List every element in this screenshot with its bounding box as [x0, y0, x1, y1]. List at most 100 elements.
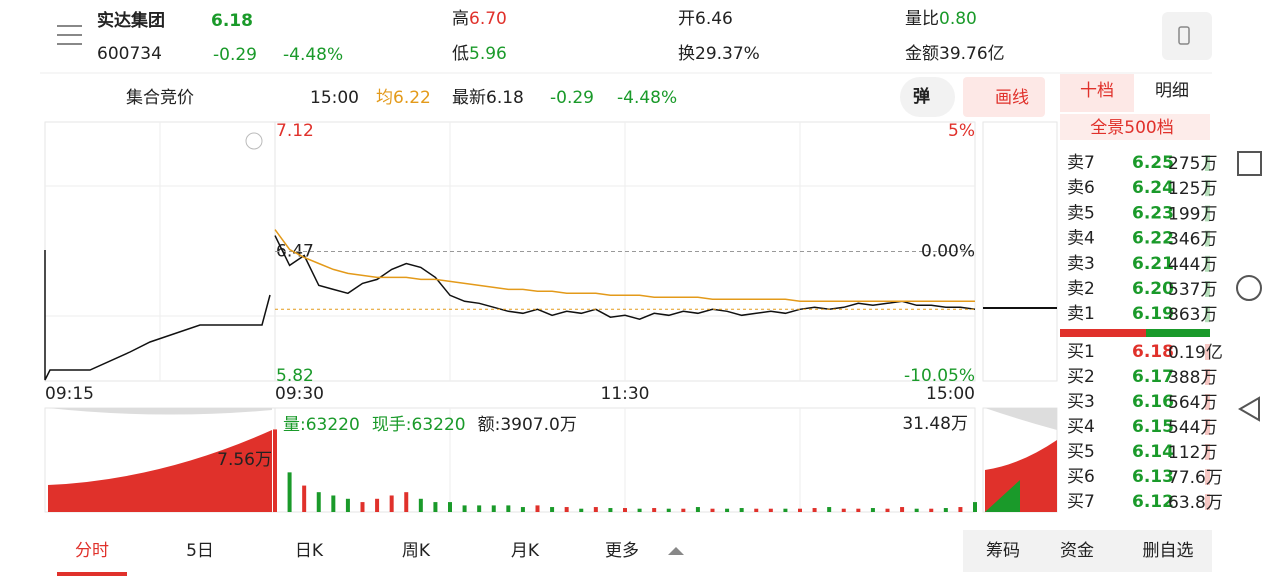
nav-recent[interactable]	[1237, 151, 1262, 176]
ob-bar	[1205, 444, 1210, 460]
stock-code: 600734	[97, 44, 162, 64]
volume-bar	[812, 508, 817, 512]
menu-icon[interactable]	[57, 25, 82, 45]
bottom-tab[interactable]: 分时	[75, 541, 109, 561]
ob-price: 6.16	[1132, 392, 1174, 412]
bottom-tab[interactable]: 月K	[511, 541, 540, 561]
x-tick-label: 09:15	[45, 384, 94, 404]
ob-price: 6.15	[1132, 417, 1174, 437]
volume-bar	[345, 498, 350, 512]
ob-label: 买6	[1067, 467, 1095, 487]
volume-bar	[462, 505, 467, 512]
avg: 均6.22	[376, 88, 431, 108]
tab-detail[interactable]: 明细	[1155, 81, 1189, 101]
ob-bar	[1205, 155, 1210, 171]
bottom-button[interactable]: 删自选	[1143, 541, 1194, 561]
bottom-tab[interactable]: 5日	[186, 541, 214, 561]
ob-bar	[1205, 469, 1210, 485]
device-button[interactable]	[1162, 12, 1212, 60]
ob-price: 6.14	[1132, 442, 1174, 462]
mode: 集合竞价	[126, 88, 194, 108]
ob-vol: 125万	[1168, 179, 1217, 199]
ob-bar	[1205, 255, 1210, 272]
volume-bar	[316, 492, 321, 512]
bottom-button[interactable]: 筹码	[986, 541, 1020, 561]
ob-bar	[1205, 369, 1210, 385]
y-tick-label: 5.82	[276, 366, 314, 386]
nav-home[interactable]	[1236, 275, 1262, 301]
bottom-button[interactable]: 资金	[1060, 541, 1094, 561]
volume-bar	[695, 507, 700, 512]
bottom-tab[interactable]: 日K	[295, 541, 324, 561]
change: -0.29	[213, 45, 257, 65]
ob-label: 卖3	[1067, 254, 1095, 274]
volume-bar	[652, 508, 657, 512]
volume-bar	[579, 508, 584, 512]
stat-value: 0.80	[939, 9, 977, 29]
volume-bar	[900, 507, 905, 512]
volume-bar	[623, 508, 627, 512]
x-tick-label: 11:30	[601, 384, 650, 404]
ob-price: 6.13	[1132, 467, 1174, 487]
ob-bar	[1205, 230, 1210, 247]
help-icon[interactable]	[245, 132, 263, 150]
ob-vol: 444万	[1168, 255, 1217, 275]
bottom-tab[interactable]: 更多	[605, 541, 639, 561]
ob-vol: 544万	[1168, 418, 1217, 438]
stat-label: 量比	[905, 9, 939, 29]
ob-vol: 199万	[1168, 204, 1217, 224]
price: 6.18	[211, 11, 253, 31]
stock-name: 实达集团	[97, 10, 165, 31]
time: 15:00	[310, 88, 359, 108]
ob-vol: 0.19亿	[1168, 343, 1223, 363]
ob-vol: 564万	[1168, 393, 1217, 413]
ob-price: 6.20	[1132, 279, 1174, 299]
pct: -4.48%	[283, 45, 343, 65]
ob-bar	[1205, 419, 1210, 435]
volume-bar	[754, 508, 759, 512]
ob-vol: 537万	[1168, 280, 1217, 300]
nav-back[interactable]	[1238, 396, 1260, 422]
volume-bar	[448, 502, 452, 512]
stat-value: 5.96	[469, 44, 507, 64]
panorama: 全景500档	[1090, 118, 1173, 138]
tab-level[interactable]: 十档	[1080, 81, 1114, 101]
pop-button[interactable]	[900, 77, 955, 117]
ob-bar	[1205, 180, 1210, 197]
volume-bar	[564, 507, 569, 512]
volume-bar	[404, 492, 409, 512]
bottom-tab[interactable]: 周K	[402, 541, 431, 561]
volume-bar	[666, 508, 671, 512]
volume-bar	[725, 508, 730, 512]
volume-info: 量:63220	[283, 415, 360, 435]
ob-price: 6.19	[1132, 304, 1174, 324]
ratio-sell	[1060, 329, 1146, 337]
ob-label: 买1	[1067, 342, 1095, 362]
volume-bar	[506, 505, 511, 512]
draw-button[interactable]	[963, 77, 1045, 117]
volume-bar	[768, 508, 773, 512]
volume-bar	[783, 508, 788, 512]
premarket-volume	[48, 430, 272, 512]
volume-bar	[433, 502, 438, 512]
y2-tick-label: -10.05%	[904, 366, 975, 386]
stat-label: 低	[452, 44, 469, 64]
x-tick-label: 09:30	[275, 384, 324, 404]
ob-price: 6.22	[1132, 229, 1174, 249]
ob-vol: 863万	[1168, 305, 1217, 325]
y2-tick-label: 0.00%	[921, 242, 975, 262]
volume-bar	[608, 508, 613, 512]
ob-price: 6.12	[1132, 492, 1174, 512]
button-bar	[963, 530, 1212, 572]
stat-value: 6.70	[469, 9, 507, 29]
more-arrow[interactable]	[668, 547, 684, 555]
panorama-bg[interactable]	[1060, 114, 1210, 140]
ob-bar	[1205, 281, 1210, 297]
volume-bar	[827, 507, 832, 512]
chart-frames	[44, 121, 1058, 513]
volume-bar	[302, 485, 307, 512]
stat-value: 39.76亿	[939, 44, 1005, 64]
volume-bar	[637, 508, 642, 512]
afterhours-volume-green	[985, 480, 1020, 512]
